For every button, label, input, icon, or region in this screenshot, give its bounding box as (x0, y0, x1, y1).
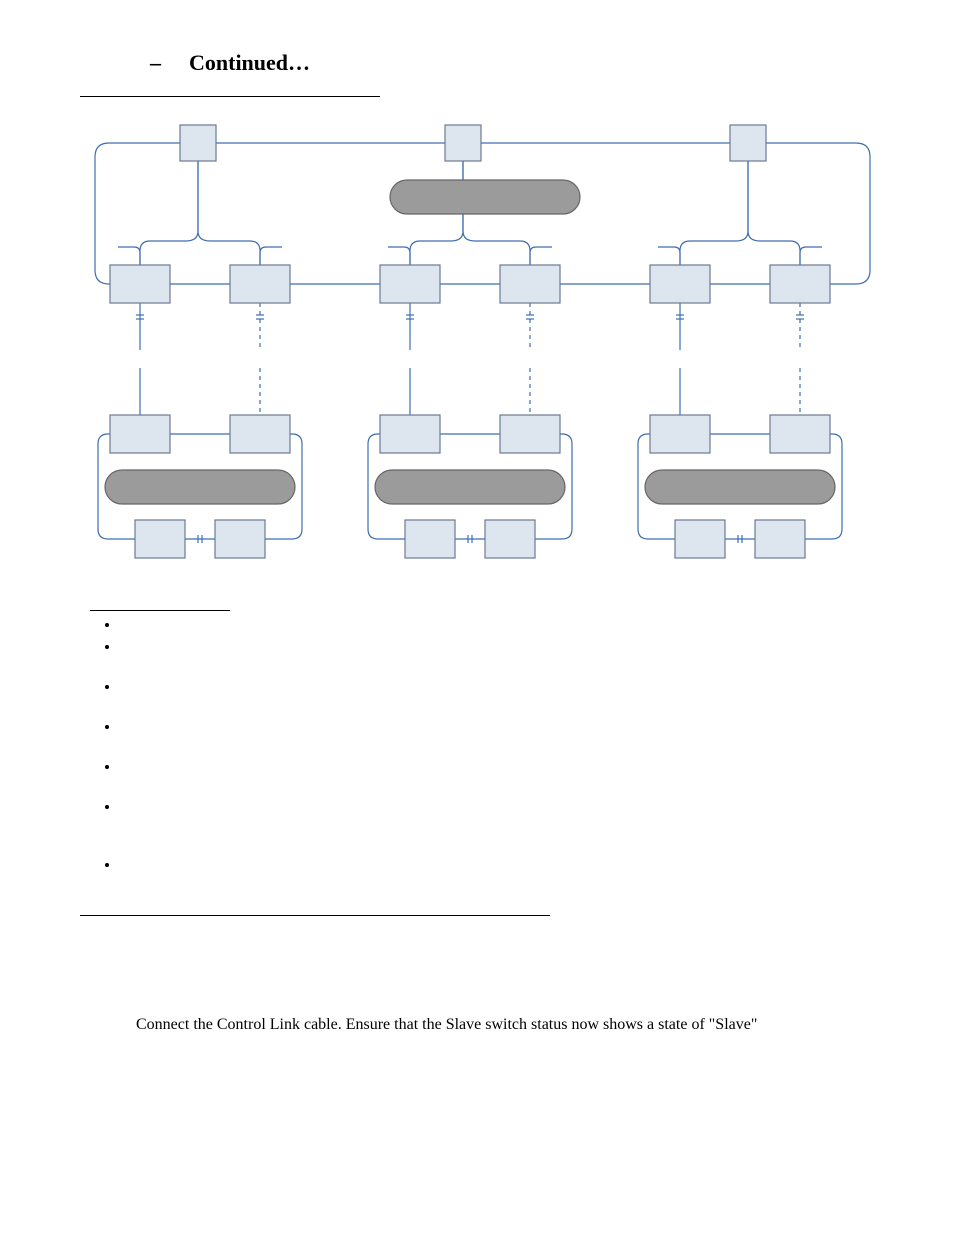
bullet-item (120, 617, 874, 635)
bullet-item (120, 719, 874, 737)
bullet-item (120, 639, 874, 657)
rule-above-bullets (90, 610, 230, 611)
bullet-item (120, 857, 874, 875)
bullet-item (120, 759, 874, 777)
title-dash: – (150, 50, 161, 76)
body-paragraph: Connect the Control Link cable. Ensure t… (136, 1016, 874, 1034)
rule-mid (80, 915, 550, 916)
network-diagram (80, 115, 880, 575)
rule-top (80, 96, 380, 97)
bullet-item (120, 679, 874, 697)
page-title: Continued… (189, 50, 310, 76)
bullet-list (120, 617, 874, 875)
bullet-item (120, 799, 874, 817)
